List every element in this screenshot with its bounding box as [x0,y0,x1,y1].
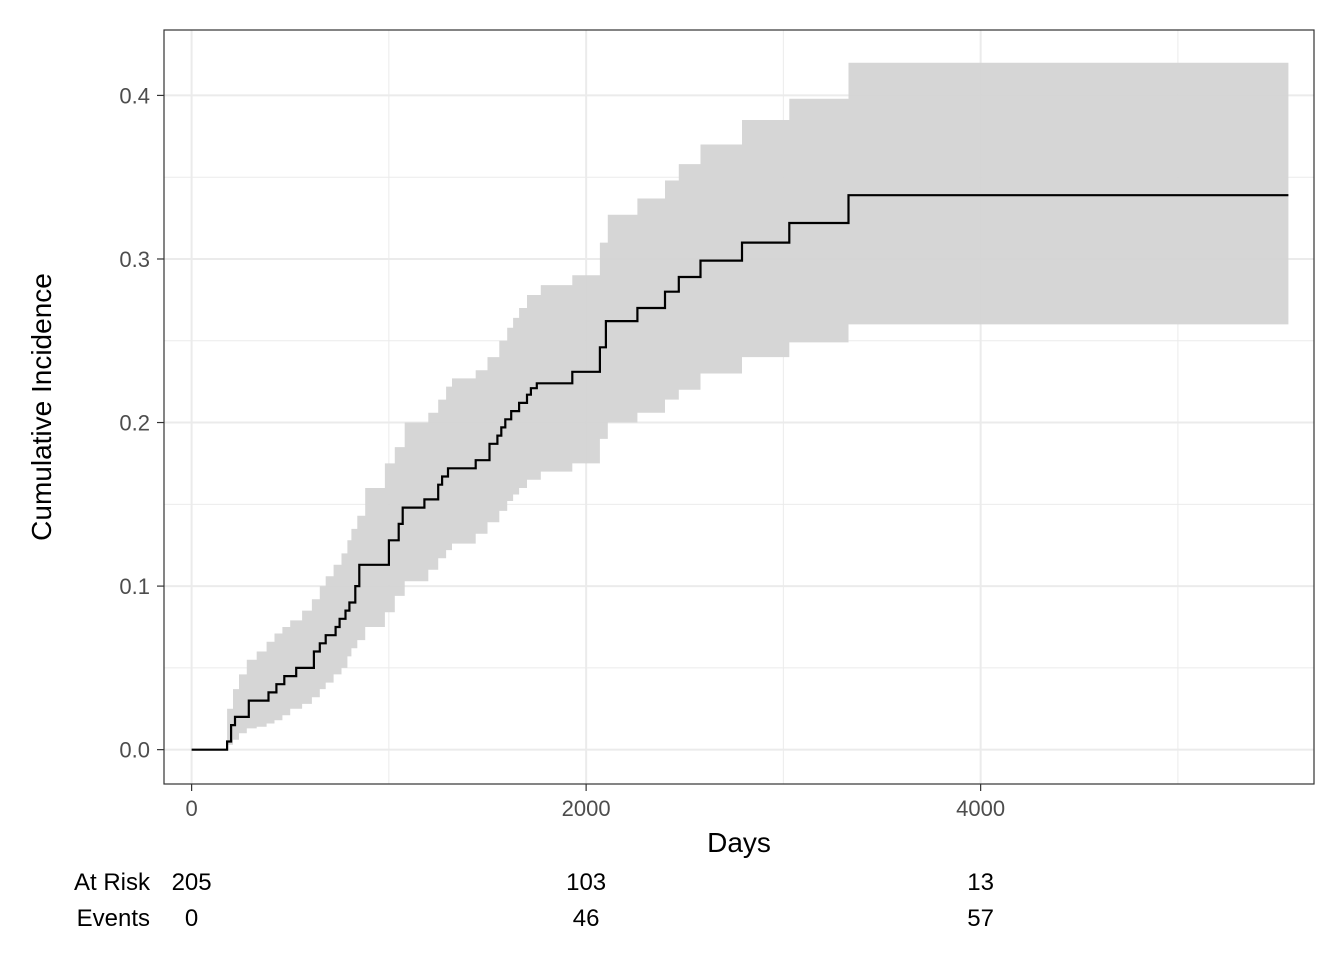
y-tick-label: 0.0 [119,738,150,763]
y-tick-label: 0.4 [119,83,150,108]
y-axis-title: Cumulative Incidence [26,273,57,541]
x-axis-title: Days [707,827,771,858]
plot-panel-border [163,29,1315,785]
y-tick-label: 0.2 [119,411,150,436]
x-axis: 0 2000 4000 [185,784,1005,821]
x-tick-label: 2000 [562,796,611,821]
risk-table-cell: 103 [566,869,606,896]
risk-table-row-label: Events [77,905,150,932]
risk-table-cell: 13 [967,869,994,896]
risk-table: At Risk 205 103 13 Events 0 46 57 [74,869,994,932]
cumulative-incidence-series [191,194,1289,751]
confidence-band-area [227,62,1289,745]
risk-table-row-label: At Risk [74,869,151,896]
risk-table-cell: 57 [967,905,994,932]
x-tick-label: 4000 [956,796,1005,821]
risk-table-cell: 0 [185,905,198,932]
x-tick-label: 0 [185,796,197,821]
y-tick-label: 0.3 [119,247,150,272]
risk-table-cell: 205 [172,869,212,896]
incidence-step-line [191,194,1289,751]
risk-table-cell: 46 [573,905,600,932]
confidence-band [227,62,1289,745]
y-tick-label: 0.1 [119,574,150,599]
y-axis: 0.0 0.1 0.2 0.3 0.4 [119,83,164,763]
